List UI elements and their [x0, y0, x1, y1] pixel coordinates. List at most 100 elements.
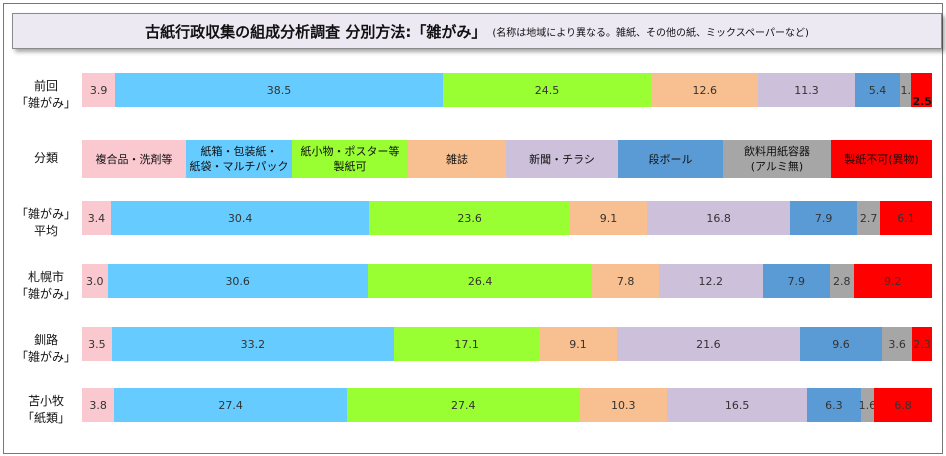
- data-label: 1.6: [858, 398, 877, 412]
- row-label: 札幌市 「雑がみ」: [14, 269, 78, 303]
- data-label: 6.1: [897, 211, 915, 225]
- legend-entry: 段ボール: [618, 140, 723, 178]
- data-label: 2.3: [913, 337, 931, 351]
- row-label: 「雑がみ」 平均: [14, 206, 78, 240]
- stacked-bar: 3.0 30.6 26.4 7.8 12.2 7.9 2.8 9.2: [82, 264, 932, 298]
- bar-segment: 3.4: [82, 201, 111, 235]
- data-label: 6.3: [825, 398, 843, 412]
- bar-segment: 17.1: [393, 327, 540, 361]
- data-label: 33.2: [240, 337, 266, 351]
- data-label: 27.4: [451, 398, 476, 412]
- legend-entry: 製紙不可(異物): [831, 140, 932, 178]
- bar-segment: 24.5: [442, 73, 652, 107]
- bar-segment: 30.6: [107, 264, 368, 298]
- stacked-bar: 3.4 30.4 23.6 9.1 16.8 7.9 2.7 6.1: [82, 201, 932, 235]
- legend-entry-text: 紙小物・ポスター等: [300, 145, 400, 158]
- bar-segment: 6.1: [880, 201, 932, 235]
- legend-entry-text: 製紙可: [333, 160, 367, 173]
- data-label: 3.9: [89, 83, 108, 97]
- bar-segment: 1.2: [900, 73, 918, 107]
- row-label-line: 前回: [33, 79, 58, 93]
- row-label-line: 「雑がみ」: [15, 350, 76, 364]
- chart-frame: 古紙行政収集の組成分析調査 分別方法:「雑がみ」 (名称は地域により異なる。雑紙…: [3, 3, 943, 454]
- row-label-line: 苫小牧: [27, 394, 64, 408]
- bar-segment: 7.9: [762, 264, 830, 298]
- data-label: 5.4: [868, 83, 887, 97]
- category-row-label: 分類: [33, 151, 58, 165]
- row-label-line: 札幌市: [27, 270, 64, 284]
- data-label: 9.1: [599, 211, 618, 225]
- bar-segment: 7.9: [790, 201, 858, 235]
- data-label: 3.6: [888, 337, 906, 351]
- data-label: 24.5: [534, 83, 560, 97]
- data-label: 27.4: [218, 398, 243, 412]
- chart-title: 古紙行政収集の組成分析調査 分別方法:「雑がみ」: [145, 22, 487, 41]
- bar-segment: 2.3: [912, 327, 932, 361]
- row-label-line: 「雑がみ」: [15, 287, 76, 301]
- data-label: 3.4: [87, 211, 106, 225]
- data-label: 3.8: [89, 398, 107, 412]
- data-label: 9.1: [569, 337, 587, 351]
- row-label: 前回 「雑がみ」: [14, 78, 78, 112]
- data-label: 10.3: [611, 398, 636, 412]
- data-label: 16.8: [706, 211, 731, 225]
- legend-entry-text: (アルミ無): [750, 160, 804, 173]
- bar-segment: 9.2: [853, 264, 932, 298]
- legend-entry: 飲料用紙容器 (アルミ無): [723, 140, 831, 178]
- bar-segment: 7.8: [592, 264, 659, 298]
- bar-segment: 5.4: [854, 73, 901, 107]
- bar-segment: 21.6: [616, 327, 801, 361]
- bar-segment: 33.2: [111, 327, 394, 361]
- data-label: 30.6: [225, 274, 250, 288]
- legend-entry-text: 複合品・洗剤等: [95, 152, 173, 166]
- category-legend-row: 複合品・洗剤等 紙箱・包装紙・ 紙袋・マルチパック 紙小物・ポスター等 製紙可 雑誌 新聞・…: [82, 140, 932, 178]
- bar-segment: 11.3: [758, 73, 855, 107]
- bar-segment: 16.8: [647, 201, 791, 235]
- bar-segment: 1.6: [858, 388, 877, 422]
- legend-entry-text: 紙箱・包装紙・: [200, 145, 278, 158]
- bar-segment: 3.9: [82, 73, 116, 107]
- data-label: 2.8: [833, 274, 851, 288]
- legend-entry-text: 段ボール: [648, 152, 693, 166]
- bar-segment: 6.3: [807, 388, 861, 422]
- chart-title-note: (名称は地域により異なる。雑紙、その他の紙、ミックスペーパーなど): [492, 27, 809, 39]
- data-label: 2.7: [859, 211, 878, 225]
- bar-segment: 3.6: [881, 327, 913, 361]
- data-label: 9.2: [884, 274, 902, 288]
- bar-segment: 2.7: [857, 201, 881, 235]
- bar-segment: 16.5: [667, 388, 808, 422]
- bar-segment: 10.3: [579, 388, 668, 422]
- row-label-line: 釧路: [33, 333, 58, 347]
- bar-segment: 26.4: [367, 264, 593, 298]
- data-label: 16.5: [724, 398, 750, 412]
- data-label: 12.2: [698, 274, 723, 288]
- row-label-line: 「雑がみ」: [15, 207, 76, 221]
- bar-segment: 9.1: [539, 327, 617, 361]
- legend-entry: 紙小物・ポスター等 製紙可: [292, 140, 408, 178]
- legend-entry: 新聞・チラシ: [506, 140, 618, 178]
- legend-entry-text: 雑誌: [446, 152, 468, 166]
- data-label: 23.6: [457, 211, 482, 225]
- legend-entry: 紙箱・包装紙・ 紙袋・マルチパック: [186, 140, 292, 178]
- data-label: 7.9: [787, 274, 805, 288]
- row-label: 苫小牧 「紙類」: [14, 393, 78, 427]
- data-label: 21.6: [696, 337, 721, 351]
- legend-entry-text: 飲料用紙容器: [744, 145, 810, 158]
- bar-segment: 2.5: [910, 73, 932, 108]
- data-label: 2.5: [912, 95, 932, 108]
- data-label: 38.5: [266, 83, 292, 97]
- bar-segment: 12.6: [651, 73, 759, 107]
- stacked-bar: 3.5 33.2 17.1 9.1 21.6 9.6 3.6 2.3: [82, 327, 932, 361]
- bar-segment: 27.4: [114, 388, 347, 422]
- bar-segment: 3.5: [82, 327, 112, 361]
- legend-entry: 複合品・洗剤等: [82, 140, 186, 178]
- bar-segment: 23.6: [369, 201, 570, 235]
- chart-title-box: 古紙行政収集の組成分析調査 分別方法:「雑がみ」 (名称は地域により異なる。雑紙…: [12, 13, 942, 49]
- bar-segment: 9.6: [800, 327, 882, 361]
- data-label: 9.6: [832, 337, 850, 351]
- row-label: 釧路 「雑がみ」: [14, 332, 78, 366]
- data-label: 3.5: [88, 337, 106, 351]
- bar-segment: 2.8: [829, 264, 854, 298]
- stacked-bar: 3.9 38.5 24.5 12.6 11.3 5.4 1.2 2.5: [82, 73, 932, 108]
- data-label: 7.9: [814, 211, 833, 225]
